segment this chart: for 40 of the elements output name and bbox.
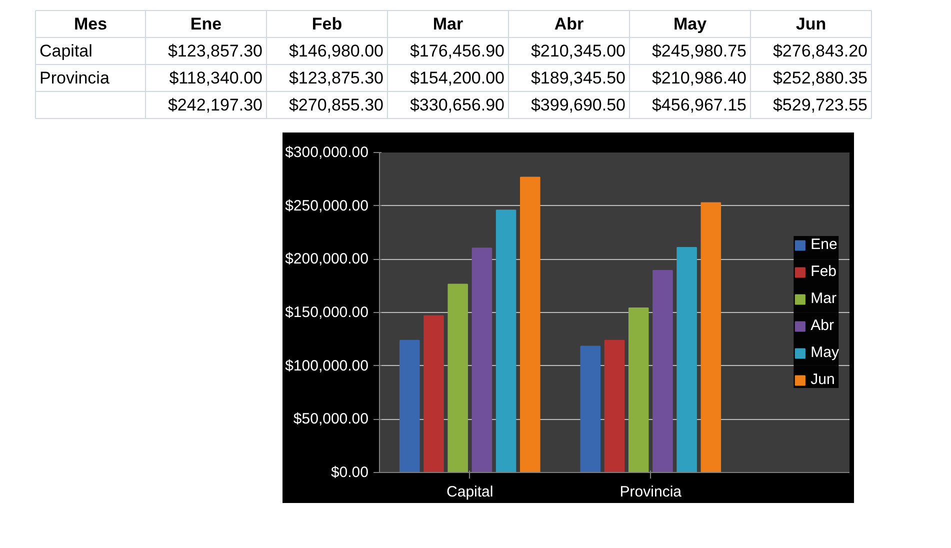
text: $242,197.30 [168,96,263,114]
text: $146,980.00 [288,42,384,60]
text: Ene [190,14,222,34]
text: Mes [74,14,108,34]
y-tick-label: $100,000.00 [285,357,369,374]
text: $456,967.15 [652,96,747,114]
text: $189,345.50 [530,68,626,88]
text: $252,880.35 [772,68,868,88]
text: $529,723.55 [772,96,868,114]
text: $210,345.00 [530,42,626,60]
category-label: Provincia [40,68,110,88]
y-tick-label: $150,000.00 [285,304,369,321]
text: $399,690.50 [530,96,626,114]
y-tick-label: $50,000.00 [293,410,369,428]
legend-label: Ene [810,236,838,253]
text: $330,656.90 [410,96,505,114]
text: $276,843.20 [772,42,868,60]
text: $245,980.75 [652,42,747,60]
text: May [673,14,707,34]
text: $154,200.00 [410,68,505,88]
category-label: Capital [40,42,92,60]
text: Jun [796,14,826,34]
legend-label: May [810,344,839,361]
legend-label: Jun [810,371,835,388]
y-tick-label: $300,000.00 [285,144,369,161]
text: $123,875.30 [288,68,384,88]
text: Abr [554,14,584,34]
text: $270,855.30 [288,96,384,114]
text: $123,857.30 [168,42,263,60]
legend-label: Mar [810,290,836,307]
legend-label: Abr [810,317,834,334]
y-tick-label: $250,000.00 [285,197,369,214]
y-tick-label: $200,000.00 [285,250,369,268]
legend-label: Feb [810,263,837,280]
text: $176,456.90 [410,42,505,60]
text: $210,986.40 [652,68,747,88]
text: Feb [312,14,342,34]
y-tick-label: $0.00 [330,464,369,481]
text: $118,340.00 [169,68,263,88]
text: Mar [432,14,464,34]
